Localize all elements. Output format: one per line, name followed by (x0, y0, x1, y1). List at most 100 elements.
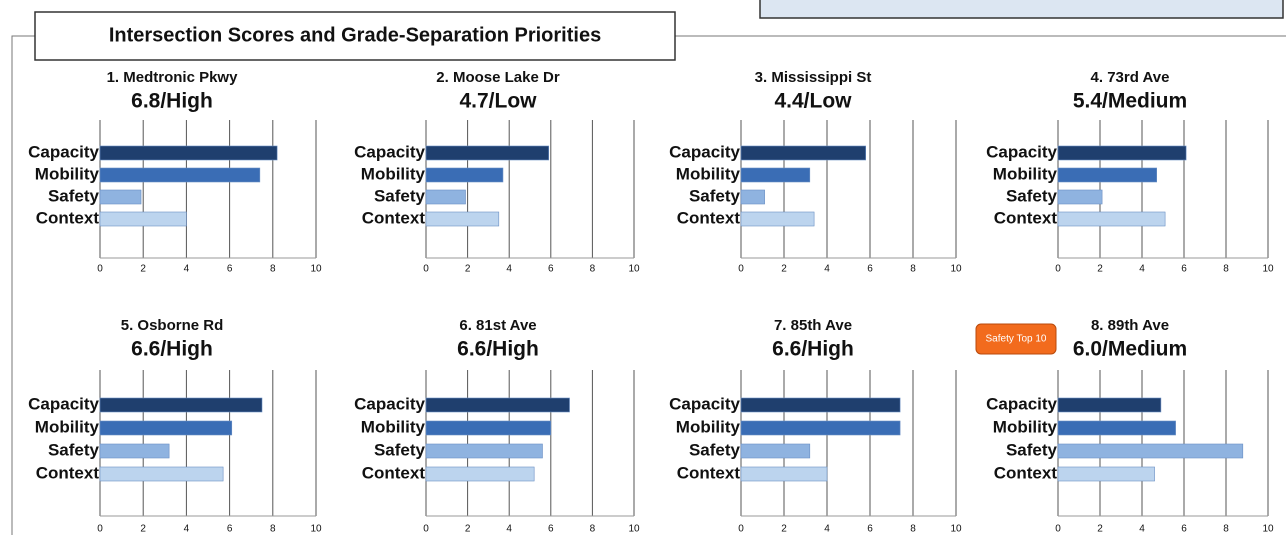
bar (425, 397, 570, 413)
bar (1057, 167, 1157, 183)
category-label: Capacity (986, 394, 1057, 413)
category-label: Context (36, 208, 100, 227)
x-tick-label: 2 (140, 524, 146, 535)
chart-title: 1. Medtronic Pkwy (107, 69, 239, 86)
bar (99, 466, 224, 482)
category-label: Safety (374, 440, 426, 459)
bar (740, 145, 866, 161)
x-tick-label: 4 (184, 264, 190, 275)
category-label: Safety (689, 186, 741, 205)
category-label: Capacity (669, 142, 740, 161)
x-tick-label: 2 (781, 524, 787, 535)
category-label: Capacity (986, 142, 1057, 161)
chart-subtitle: 6.6/High (457, 338, 539, 361)
x-tick-label: 8 (910, 524, 916, 535)
bar (99, 211, 187, 227)
category-label: Safety (48, 440, 100, 459)
bar (1057, 145, 1187, 161)
x-tick-label: 10 (950, 264, 962, 275)
bar (425, 420, 552, 436)
category-label: Mobility (35, 164, 100, 183)
x-tick-label: 10 (310, 524, 322, 535)
bar (99, 397, 263, 413)
badge (975, 323, 1057, 355)
x-tick-label: 8 (270, 264, 276, 275)
x-tick-label: 4 (1139, 264, 1145, 275)
category-label: Safety (1006, 440, 1058, 459)
x-tick-label: 4 (1139, 524, 1145, 535)
category-label: Context (362, 463, 426, 482)
category-label: Context (994, 463, 1058, 482)
bar (1057, 420, 1176, 436)
bar (1057, 397, 1162, 413)
x-tick-label: 6 (548, 264, 554, 275)
bar (99, 420, 233, 436)
x-tick-label: 0 (97, 264, 103, 275)
x-tick-label: 0 (1055, 264, 1061, 275)
category-label: Safety (374, 186, 426, 205)
info-box (759, 0, 1284, 19)
category-label: Context (677, 463, 741, 482)
x-tick-label: 2 (781, 264, 787, 275)
category-label: Mobility (361, 417, 426, 436)
category-label: Mobility (993, 164, 1058, 183)
bar (425, 145, 550, 161)
x-tick-label: 10 (1262, 264, 1274, 275)
x-tick-label: 0 (423, 524, 429, 535)
x-tick-label: 2 (465, 524, 471, 535)
bar (740, 420, 901, 436)
bar (740, 397, 901, 413)
category-label: Context (677, 208, 741, 227)
chart-title: 8. 89th Ave (1091, 317, 1169, 334)
bar (99, 443, 170, 459)
x-tick-label: 10 (950, 524, 962, 535)
chart-subtitle: 4.7/Low (459, 90, 537, 113)
category-label: Capacity (354, 394, 425, 413)
category-label: Safety (48, 186, 100, 205)
bar (1057, 189, 1103, 205)
bar (425, 189, 466, 205)
x-tick-label: 0 (738, 264, 744, 275)
bar (99, 145, 278, 161)
category-label: Context (36, 463, 100, 482)
x-tick-label: 8 (590, 524, 596, 535)
chart-title: 7. 85th Ave (774, 317, 852, 334)
x-tick-label: 6 (548, 524, 554, 535)
x-tick-label: 2 (465, 264, 471, 275)
chart-subtitle: 6.8/High (131, 90, 213, 113)
x-tick-label: 10 (628, 524, 640, 535)
chart-subtitle: 6.6/High (131, 338, 213, 361)
category-label: Capacity (354, 142, 425, 161)
bar (740, 443, 811, 459)
x-tick-label: 2 (1097, 264, 1103, 275)
bar (1057, 443, 1244, 459)
x-tick-label: 0 (738, 524, 744, 535)
bar (99, 167, 261, 183)
frame (11, 35, 35, 535)
chart-subtitle: 6.0/Medium (1073, 338, 1187, 361)
bar (425, 167, 504, 183)
category-label: Mobility (361, 164, 426, 183)
bar (425, 211, 500, 227)
category-label: Context (994, 208, 1058, 227)
badge-label: Safety Top 10 (986, 334, 1047, 345)
title-box (34, 11, 676, 61)
x-tick-label: 8 (270, 524, 276, 535)
bar (740, 211, 815, 227)
x-tick-label: 4 (506, 524, 512, 535)
category-label: Mobility (35, 417, 100, 436)
category-label: Mobility (993, 417, 1058, 436)
x-tick-label: 6 (1181, 264, 1187, 275)
x-tick-label: 0 (423, 264, 429, 275)
bar (1057, 211, 1166, 227)
category-label: Mobility (676, 417, 741, 436)
bar (99, 189, 142, 205)
x-tick-label: 8 (590, 264, 596, 275)
category-label: Mobility (676, 164, 741, 183)
x-tick-label: 10 (310, 264, 322, 275)
x-tick-label: 4 (824, 264, 830, 275)
x-tick-label: 6 (1181, 524, 1187, 535)
chart-title: 4. 73rd Ave (1091, 69, 1170, 86)
chart-title: 5. Osborne Rd (121, 317, 224, 334)
x-tick-label: 0 (97, 524, 103, 535)
